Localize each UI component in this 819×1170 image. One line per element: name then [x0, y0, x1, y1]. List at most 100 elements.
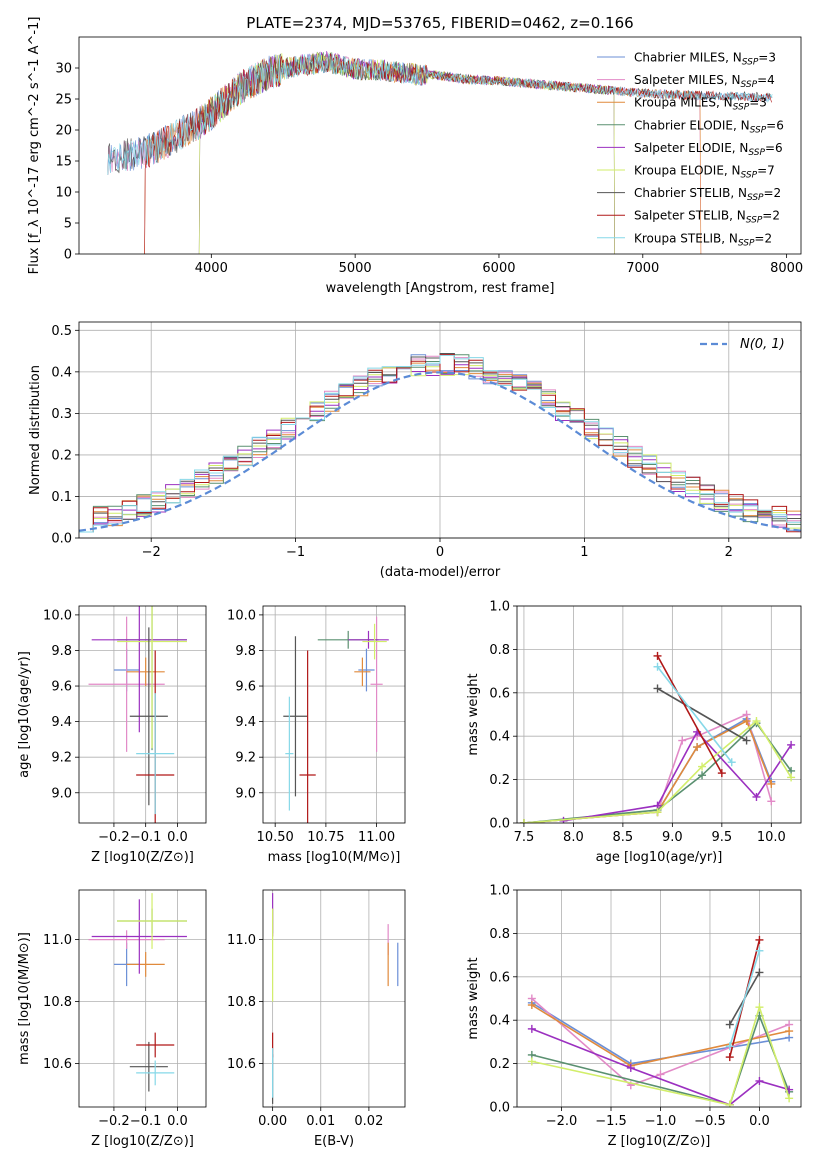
legend-entry: Kroupa MILES, NSSP=3 — [597, 96, 767, 113]
spectrum-line-salpeter_miles — [107, 51, 702, 254]
normal-curve — [79, 371, 801, 532]
x-tick-label: 10.0 — [757, 830, 786, 845]
axes-age_vs_Z: −0.2 −0.1 0.0 9.0 9.2 9.4 9.6 9.8 10.0 Z [log10(Z… — [17, 605, 207, 865]
legend-eq: =6 — [766, 118, 784, 132]
plot-area-age_vs_Z — [88, 606, 187, 823]
errorbar-salpeter_stelib — [136, 1032, 175, 1058]
x-tick-label: 11.00 — [358, 830, 395, 845]
legend-label: Salpeter MILES, NSSP=4 — [634, 73, 775, 90]
weight-marker — [519, 819, 528, 823]
legend-label: Kroupa STELIB, NSSP=2 — [634, 231, 772, 248]
legend-eq: =7 — [757, 164, 775, 178]
x-axis-label: age [log10(age/yr)] — [596, 850, 723, 865]
histogram-kroupa_stelib — [79, 354, 801, 533]
weight-line-salpeter_miles — [531, 997, 790, 1087]
legend-label: N(0, 1) — [740, 337, 785, 352]
y-tick-label: 9.4 — [235, 715, 256, 730]
y-tick-label: 0.3 — [51, 407, 72, 422]
weight-marker — [727, 758, 736, 767]
y-tick-label: 0.8 — [489, 927, 510, 942]
axes-mass_vs_ebv: 0.00 0.01 0.02 10.6 10.8 11.0 E(B-V) — [227, 889, 406, 1149]
x-tick-label: −0.5 — [694, 1114, 726, 1129]
errorbar-salpeter_elodie — [91, 899, 187, 974]
y-tick-label: 5 — [64, 217, 72, 232]
y-axis-label: mass weight — [466, 673, 481, 755]
legend-entry: Kroupa STELIB, NSSP=2 — [597, 231, 772, 248]
y-tick-label: 0.6 — [489, 970, 510, 985]
weight-marker — [653, 662, 662, 671]
y-tick-label: 20 — [55, 124, 72, 139]
weight-marker — [527, 1001, 536, 1010]
weight-marker — [742, 717, 751, 726]
weight-marker — [559, 816, 568, 823]
y-tick-label: 9.8 — [51, 644, 72, 659]
weight-marker — [656, 1070, 665, 1079]
legend-entry: Salpeter STELIB, NSSP=2 — [597, 209, 780, 226]
errorbar-salpeter_miles — [370, 616, 383, 752]
errorbar-kroupa_miles — [354, 657, 371, 687]
y-tick-label: 9.0 — [235, 786, 256, 801]
x-tick-label: −2.0 — [546, 1114, 578, 1129]
x-tick-label: −0.2 — [98, 1114, 130, 1129]
legend-label: Salpeter STELIB, NSSP=2 — [634, 209, 780, 226]
x-tick-label: 10.75 — [307, 830, 344, 845]
y-tick-label: 1.0 — [489, 884, 510, 899]
axes-frame — [78, 889, 207, 1108]
legend-text: Chabrier ELODIE, N — [634, 118, 750, 132]
legend-entry: Chabrier ELODIE, NSSP=6 — [597, 118, 784, 135]
y-tick-label: 1.0 — [489, 600, 510, 615]
errorbar-kroupa_stelib — [136, 1060, 175, 1086]
legend-text: Kroupa ELODIE, N — [634, 164, 741, 178]
weight-marker — [653, 808, 662, 817]
legend-sub: SSP — [741, 171, 758, 181]
weight-line-kroupa_stelib — [656, 666, 733, 763]
axes-frame — [78, 321, 802, 539]
y-tick-label: 11.0 — [43, 933, 72, 948]
y-tick-label: 0.5 — [51, 324, 72, 339]
axes-frame — [516, 889, 802, 1108]
y-tick-label: 9.0 — [51, 786, 72, 801]
x-tick-label: 7.5 — [514, 830, 535, 845]
errorbar-salpeter_elodie — [348, 630, 389, 649]
x-axis-label: mass [log10(M/M⊙)] — [268, 850, 401, 865]
y-tick-label: 10.6 — [227, 1057, 256, 1072]
weight-marker — [653, 684, 662, 693]
legend-entry: Salpeter MILES, NSSP=4 — [597, 73, 775, 90]
y-tick-label: 0.4 — [489, 730, 510, 745]
y-tick-label: 9.8 — [235, 644, 256, 659]
weight-marker — [626, 1063, 635, 1072]
errorbar-kroupa_stelib — [136, 693, 175, 815]
x-tick-label: 7000 — [626, 261, 659, 276]
y-tick-label: 11.0 — [227, 933, 256, 948]
legend-text: Kroupa STELIB, N — [634, 231, 738, 245]
legend-entry: Chabrier MILES, NSSP=3 — [597, 51, 776, 68]
y-tick-label: 9.6 — [51, 680, 72, 695]
weight-marker — [725, 1100, 734, 1107]
errorbar-salpeter_miles — [88, 616, 165, 752]
x-tick-label: 8.5 — [613, 830, 634, 845]
x-tick-label: −0.1 — [130, 830, 162, 845]
errorbar-salpeter_stelib — [299, 650, 316, 823]
y-axis-label: mass [log10(M/M⊙)] — [17, 932, 32, 1065]
weight-marker — [787, 740, 796, 749]
weight-marker — [755, 946, 764, 955]
y-tick-label: 10.0 — [43, 608, 72, 623]
legend-text: Salpeter STELIB, N — [634, 209, 746, 223]
x-tick-label: 0.0 — [749, 1114, 770, 1129]
y-tick-label: 0.1 — [51, 490, 72, 505]
legend-eq: =6 — [765, 141, 783, 155]
x-tick-label: 0.01 — [306, 1114, 335, 1129]
legend-label: Kroupa MILES, NSSP=3 — [634, 96, 767, 113]
x-axis-label: E(B-V) — [314, 1134, 354, 1149]
legend-sub: SSP — [750, 125, 767, 135]
y-tick-label: 0 — [64, 248, 72, 263]
axes-frame — [78, 36, 802, 255]
x-axis-label: Z [log10(Z/Z⊙)] — [91, 850, 194, 865]
legend-eq: =3 — [758, 51, 776, 65]
weight-marker — [725, 1020, 734, 1029]
errorbar-chabrier_stelib — [129, 1041, 168, 1092]
x-tick-label: 0.02 — [354, 1114, 383, 1129]
legend-text: Chabrier STELIB, N — [634, 186, 747, 200]
x-tick-label: 2 — [725, 545, 733, 560]
weight-marker — [787, 773, 796, 782]
